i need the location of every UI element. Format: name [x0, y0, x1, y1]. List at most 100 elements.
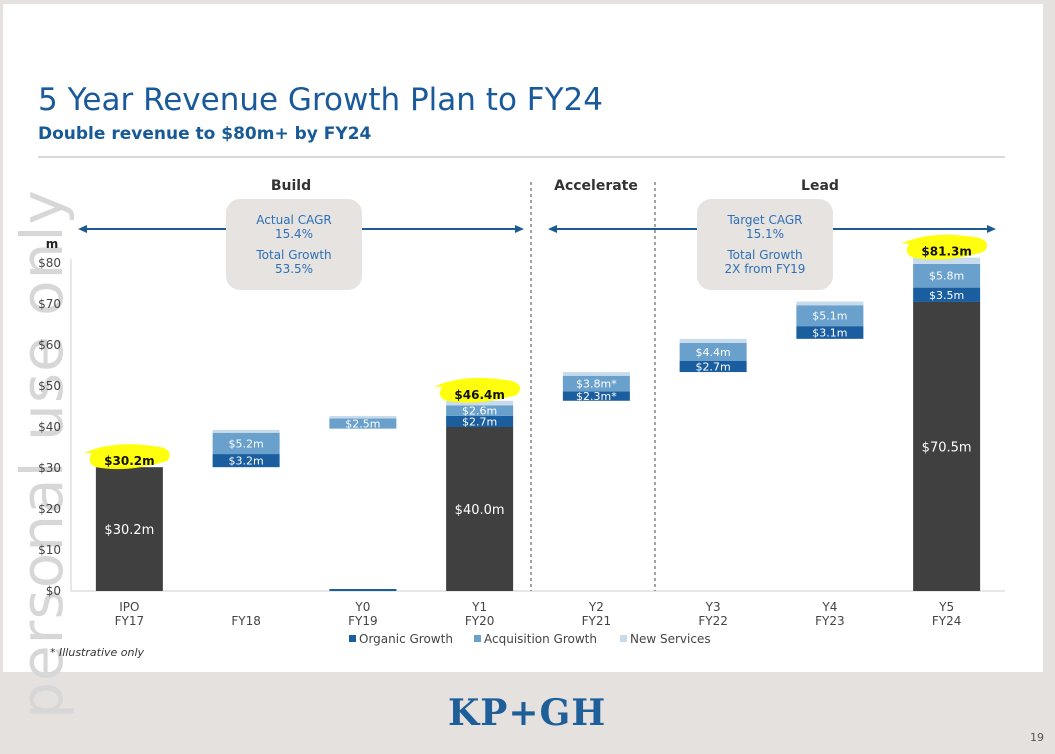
bar-segment-acquisition — [562, 375, 630, 392]
legend-label: Acquisition Growth — [484, 632, 597, 646]
arrow-left-icon — [548, 225, 557, 233]
page-number: 19 — [1030, 731, 1044, 744]
legend-swatch-icon — [474, 635, 481, 642]
bar-segment-organic — [212, 454, 280, 468]
bar-segment-label: $2.6m — [462, 405, 497, 418]
bar-segment-label: $5.8m — [929, 270, 964, 283]
bar-total-label: $30.2m — [104, 454, 154, 468]
build-cagr-value: 15.4% — [274, 227, 314, 241]
legend-label: New Services — [630, 632, 711, 646]
bar-base-label: $30.2m — [104, 523, 154, 538]
bar-segment-label: $3.1m — [812, 326, 847, 339]
build-growth-value: 53.5% — [274, 262, 314, 276]
bar-segment-organic — [796, 326, 864, 339]
bar-zero-marker — [329, 589, 397, 591]
bar-base-label: $40.0m — [455, 503, 505, 518]
bar-segment-label: $5.1m — [812, 310, 847, 323]
phase-label: Build — [271, 178, 311, 194]
bar-segment-acquisition — [679, 342, 747, 361]
bar-base — [913, 301, 981, 591]
bar-base — [446, 427, 514, 591]
y-unit-label: m — [46, 237, 59, 251]
bar-segment-new-services — [913, 257, 981, 264]
x-tick-label-top: Y4 — [821, 600, 837, 614]
build-growth-label: Total Growth — [256, 248, 332, 262]
bar-segment-new-services — [679, 338, 747, 343]
x-tick-label-bottom: FY23 — [815, 614, 845, 628]
x-tick-label-top: Y5 — [938, 600, 954, 614]
phase-label: Accelerate — [554, 178, 638, 194]
arrow-right-icon — [515, 225, 524, 233]
bar-segment-new-services — [562, 372, 630, 376]
lead-cagr-value: 15.1% — [745, 227, 785, 241]
bar-base — [95, 467, 163, 591]
lead-info-box: Target CAGR 15.1% Total Growth 2X from F… — [697, 199, 833, 290]
bar-segment-acquisition — [913, 263, 981, 288]
legend-label: Organic Growth — [359, 632, 453, 646]
bar-segment-organic — [562, 391, 630, 401]
bar-segment-label: $2.3m* — [576, 390, 617, 403]
bar-segment-label: $4.4m — [696, 346, 731, 359]
bar-segment-label: $5.2m — [229, 437, 264, 450]
bar-segment-new-services — [329, 415, 397, 419]
legend-swatch-icon — [620, 635, 627, 642]
build-info-box: Actual CAGR 15.4% Total Growth 53.5% — [226, 199, 362, 290]
bar-segment-label: $2.7m — [462, 415, 497, 428]
x-tick-label-bottom: FY24 — [932, 614, 962, 628]
x-tick-label-top: Y1 — [471, 600, 487, 614]
highlight-mark — [901, 234, 988, 260]
y-tick-label: $60 — [38, 338, 61, 352]
x-tick-label-bottom: FY19 — [348, 614, 378, 628]
lead-cagr-label: Target CAGR — [727, 213, 803, 227]
y-tick-label: $40 — [38, 420, 61, 434]
highlight-mark — [434, 377, 521, 403]
y-tick-label: $10 — [38, 543, 61, 557]
y-tick-label: $0 — [46, 584, 61, 598]
y-tick-label: $80 — [38, 256, 61, 270]
highlight-mark — [83, 444, 170, 470]
bar-segment-new-services — [796, 301, 864, 306]
page-title: 5 Year Revenue Growth Plan to FY24 — [38, 82, 603, 118]
arrow-right-icon — [987, 225, 996, 233]
build-cagr-label: Actual CAGR — [256, 213, 332, 227]
x-tick-label-top: Y0 — [354, 600, 370, 614]
bar-segment-organic — [679, 360, 747, 373]
bar-segment-acquisition — [446, 405, 514, 416]
bar-segment-new-services — [446, 400, 514, 406]
bar-segment-label: $2.5m — [345, 418, 380, 431]
bar-segment-organic — [913, 287, 981, 302]
phase-label: Lead — [801, 178, 839, 194]
bar-segment-label: $2.7m — [696, 361, 731, 374]
footnote: * Illustrative only — [50, 646, 145, 659]
bar-segment-label: $3.2m — [229, 455, 264, 468]
y-tick-label: $50 — [38, 379, 61, 393]
x-tick-label-top: Y3 — [705, 600, 721, 614]
x-tick-label-top: Y2 — [588, 600, 604, 614]
bar-base-label: $70.5m — [922, 440, 972, 455]
bar-segment-label: $3.5m — [929, 289, 964, 302]
bar-segment-acquisition — [796, 305, 864, 327]
bar-total-label: $46.4m — [454, 388, 504, 402]
arrow-left-icon — [78, 225, 87, 233]
legend-swatch-icon — [349, 635, 356, 642]
x-tick-label-bottom: FY17 — [115, 614, 145, 628]
company-logo: KP+GH — [448, 692, 607, 734]
x-tick-label-bottom: FY18 — [231, 614, 261, 628]
slide — [3, 4, 1043, 672]
y-tick-label: $20 — [38, 502, 61, 516]
x-tick-label-bottom: FY20 — [465, 614, 495, 628]
bar-segment-acquisition — [329, 418, 397, 429]
y-tick-label: $70 — [38, 297, 61, 311]
bar-segment-label: $3.8m* — [576, 378, 617, 391]
bar-segment-organic — [446, 415, 514, 427]
lead-growth-value: 2X from FY19 — [724, 262, 806, 276]
x-tick-label-bottom: FY22 — [698, 614, 728, 628]
page-subtitle: Double revenue to $80m+ by FY24 — [38, 124, 372, 144]
lead-growth-label: Total Growth — [727, 248, 803, 262]
bar-total-label: $81.3m — [921, 245, 971, 259]
x-tick-label-top: IPO — [119, 600, 139, 614]
bar-segment-acquisition — [212, 432, 280, 455]
bar-segment-new-services — [212, 429, 280, 433]
x-tick-label-bottom: FY21 — [582, 614, 612, 628]
